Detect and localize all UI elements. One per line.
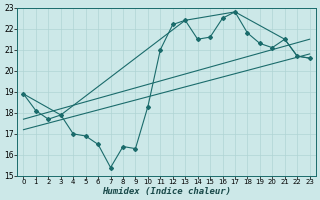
X-axis label: Humidex (Indice chaleur): Humidex (Indice chaleur) xyxy=(102,187,231,196)
